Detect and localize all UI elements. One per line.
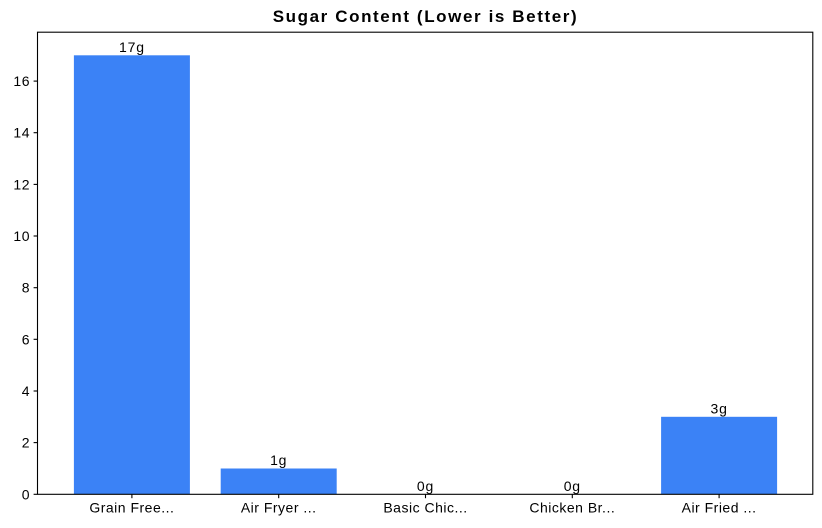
svg-text:Air Fryer ...: Air Fryer ...: [241, 500, 317, 516]
svg-text:0g: 0g: [564, 478, 581, 494]
svg-text:0: 0: [22, 486, 30, 502]
svg-text:17g: 17g: [119, 39, 145, 55]
svg-text:Basic Chic...: Basic Chic...: [383, 500, 467, 516]
svg-text:14: 14: [13, 125, 30, 141]
svg-text:0g: 0g: [417, 478, 434, 494]
svg-text:3g: 3g: [711, 400, 728, 416]
svg-text:Grain Free...: Grain Free...: [89, 500, 174, 516]
svg-text:6: 6: [22, 331, 30, 347]
svg-text:Air Fried ...: Air Fried ...: [682, 500, 757, 516]
svg-text:10: 10: [13, 228, 30, 244]
svg-text:Sugar Content (Lower is Better: Sugar Content (Lower is Better): [273, 7, 579, 26]
svg-text:Chicken Br...: Chicken Br...: [529, 500, 615, 516]
svg-text:8: 8: [22, 280, 30, 296]
svg-text:12: 12: [13, 176, 30, 192]
svg-text:1g: 1g: [270, 452, 287, 468]
svg-text:2: 2: [22, 435, 30, 451]
svg-text:4: 4: [22, 383, 30, 399]
svg-text:16: 16: [13, 73, 30, 89]
